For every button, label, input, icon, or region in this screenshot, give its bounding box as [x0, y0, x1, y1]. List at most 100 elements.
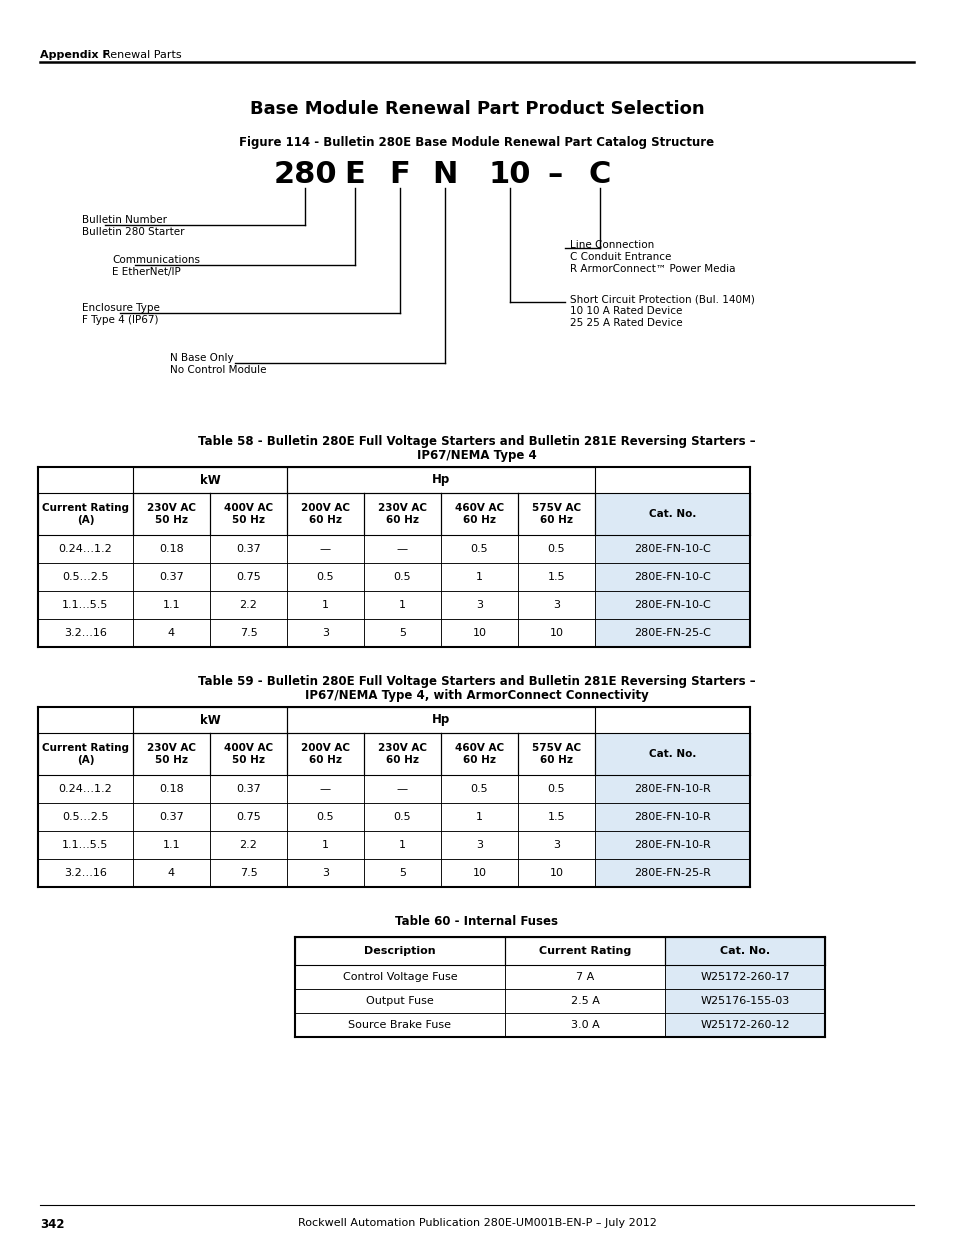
- Text: Rockwell Automation Publication 280E-UM001B-EN-P – July 2012: Rockwell Automation Publication 280E-UM0…: [297, 1218, 656, 1228]
- Text: 10: 10: [472, 868, 486, 878]
- Bar: [287, 563, 364, 592]
- Text: 2.2: 2.2: [239, 840, 257, 850]
- Text: 3: 3: [553, 840, 559, 850]
- Text: 0.18: 0.18: [159, 543, 184, 555]
- Text: Hp: Hp: [432, 714, 450, 726]
- Text: Communications: Communications: [112, 254, 200, 266]
- Bar: [287, 860, 364, 887]
- Bar: [38, 734, 132, 776]
- Text: Hp: Hp: [432, 473, 450, 487]
- Text: 280E-FN-10-R: 280E-FN-10-R: [634, 784, 710, 794]
- Text: Description: Description: [364, 946, 436, 956]
- Text: 280E-FN-10-C: 280E-FN-10-C: [634, 543, 710, 555]
- Bar: [294, 965, 504, 989]
- Text: 230V AC
50 Hz: 230V AC 50 Hz: [147, 743, 195, 764]
- Text: 0.5: 0.5: [470, 784, 488, 794]
- Text: Line Connection: Line Connection: [569, 240, 654, 249]
- Text: 1.1: 1.1: [163, 840, 180, 850]
- Text: E: E: [344, 161, 365, 189]
- Bar: [132, 493, 210, 535]
- Bar: [287, 619, 364, 647]
- Bar: [364, 831, 440, 860]
- Bar: [132, 860, 210, 887]
- Text: Current Rating
(A): Current Rating (A): [42, 743, 129, 764]
- Bar: [440, 776, 517, 803]
- Bar: [664, 965, 824, 989]
- Bar: [504, 937, 664, 965]
- Bar: [504, 965, 664, 989]
- Text: Current Rating
(A): Current Rating (A): [42, 503, 129, 525]
- Text: 1.5: 1.5: [547, 572, 565, 582]
- Text: 0.5: 0.5: [470, 543, 488, 555]
- Bar: [210, 734, 287, 776]
- Bar: [210, 831, 287, 860]
- Bar: [504, 1013, 664, 1037]
- Text: Bulletin Number: Bulletin Number: [82, 215, 167, 225]
- Text: Current Rating: Current Rating: [538, 946, 631, 956]
- Text: 3.2…16: 3.2…16: [64, 629, 107, 638]
- Text: 0.18: 0.18: [159, 784, 184, 794]
- Text: 1: 1: [322, 840, 329, 850]
- Text: 342: 342: [40, 1218, 65, 1231]
- Text: —: —: [396, 543, 408, 555]
- Text: 1: 1: [322, 600, 329, 610]
- Bar: [210, 592, 287, 619]
- Text: 280E-FN-10-R: 280E-FN-10-R: [634, 840, 710, 850]
- Bar: [294, 937, 504, 965]
- Text: 280E-FN-25-C: 280E-FN-25-C: [634, 629, 710, 638]
- Text: Output Fuse: Output Fuse: [366, 995, 434, 1007]
- Bar: [38, 592, 132, 619]
- Text: F Type 4 (IP67): F Type 4 (IP67): [82, 315, 158, 325]
- Text: Cat. No.: Cat. No.: [648, 748, 696, 760]
- Text: W25172-260-12: W25172-260-12: [700, 1020, 789, 1030]
- Text: 0.24…1.2: 0.24…1.2: [58, 543, 112, 555]
- Bar: [440, 493, 517, 535]
- Bar: [287, 467, 595, 493]
- Text: 10 10 A Rated Device: 10 10 A Rated Device: [569, 306, 681, 316]
- Bar: [132, 831, 210, 860]
- Text: Table 59 - Bulletin 280E Full Voltage Starters and Bulletin 281E Reversing Start: Table 59 - Bulletin 280E Full Voltage St…: [198, 676, 755, 688]
- Text: 280E-FN-10-C: 280E-FN-10-C: [634, 572, 710, 582]
- Bar: [440, 619, 517, 647]
- Bar: [364, 493, 440, 535]
- Text: 0.5: 0.5: [316, 572, 334, 582]
- Text: 1.5: 1.5: [547, 811, 565, 823]
- Text: 1: 1: [476, 811, 482, 823]
- Bar: [287, 706, 595, 734]
- Bar: [132, 592, 210, 619]
- Text: W25176-155-03: W25176-155-03: [700, 995, 789, 1007]
- Text: 7.5: 7.5: [239, 629, 257, 638]
- Text: 230V AC
60 Hz: 230V AC 60 Hz: [377, 503, 427, 525]
- Text: E EtherNet/IP: E EtherNet/IP: [112, 267, 180, 277]
- Text: C Conduit Entrance: C Conduit Entrance: [569, 252, 671, 262]
- Bar: [287, 592, 364, 619]
- Text: 25 25 A Rated Device: 25 25 A Rated Device: [569, 317, 682, 329]
- Text: 4: 4: [168, 629, 175, 638]
- Text: 0.37: 0.37: [159, 572, 184, 582]
- Bar: [664, 1013, 824, 1037]
- Text: Control Voltage Fuse: Control Voltage Fuse: [342, 972, 456, 982]
- Bar: [595, 619, 749, 647]
- Text: 1.1…5.5: 1.1…5.5: [62, 840, 109, 850]
- Bar: [364, 734, 440, 776]
- Text: 0.24…1.2: 0.24…1.2: [58, 784, 112, 794]
- Text: 280: 280: [273, 161, 336, 189]
- Text: 10: 10: [549, 629, 563, 638]
- Text: Cat. No.: Cat. No.: [720, 946, 769, 956]
- Text: 575V AC
60 Hz: 575V AC 60 Hz: [532, 743, 580, 764]
- Bar: [595, 831, 749, 860]
- Text: 460V AC
60 Hz: 460V AC 60 Hz: [455, 503, 503, 525]
- Text: 280E-FN-10-C: 280E-FN-10-C: [634, 600, 710, 610]
- Bar: [440, 803, 517, 831]
- Bar: [517, 493, 595, 535]
- Bar: [517, 831, 595, 860]
- Text: —: —: [319, 784, 331, 794]
- Bar: [287, 734, 364, 776]
- Text: Appendix F: Appendix F: [40, 49, 110, 61]
- Bar: [595, 734, 749, 776]
- Text: —: —: [396, 784, 408, 794]
- Text: 0.37: 0.37: [159, 811, 184, 823]
- Bar: [294, 1013, 504, 1037]
- Bar: [517, 563, 595, 592]
- Text: —: —: [319, 543, 331, 555]
